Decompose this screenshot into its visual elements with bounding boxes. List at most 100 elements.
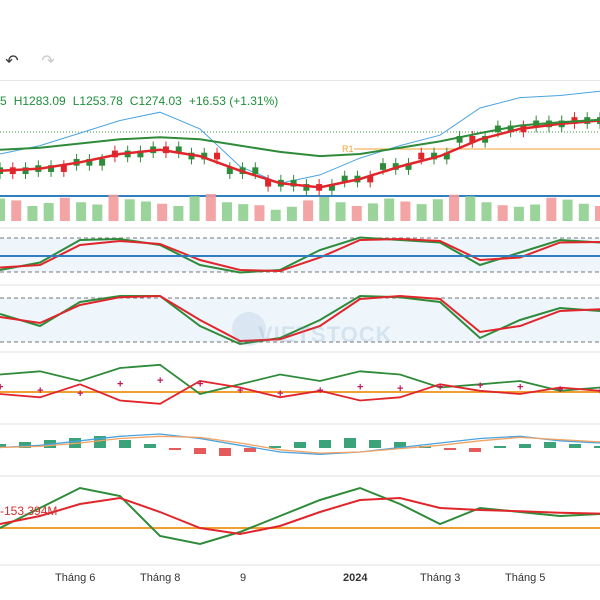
watermark-text: VIETSTOCK [258,322,393,347]
candle-body [379,163,386,170]
volume-bar [384,198,395,221]
macd-histogram-bar [494,446,506,448]
x-tick-label: Tháng 8 [140,572,181,584]
macd-histogram-bar [0,444,6,448]
macd-histogram-bar [294,442,306,448]
macd-histogram-bar [469,448,481,452]
volume-bar [76,202,87,221]
macd-histogram-bar [169,448,181,450]
candle-body [48,165,55,172]
macd-histogram-bar [119,440,131,448]
volume-bar [189,196,200,221]
oscillator-1-d-line [0,237,600,273]
volume-bar [513,206,524,221]
candle-body [99,158,106,166]
adx-marker: + [0,382,3,394]
volume-oscillator-value: -153.394M [0,504,58,518]
adx-marker: + [317,385,323,397]
volume-bar [205,194,216,221]
macd-histogram-bar [194,448,206,454]
adx-marker: + [77,388,83,400]
ohlc-low: L1253.78 [72,94,123,108]
volume-bar [465,196,476,221]
adx-marker: + [117,378,123,390]
volume-bar [59,197,70,221]
volume-bar [481,202,492,221]
volume-bar [157,203,168,221]
candle-body [482,135,489,143]
candle-body [443,152,450,160]
pivot-r1-label: R1 [342,144,354,154]
candle-body [265,179,272,187]
x-tick-label: Tháng 6 [55,572,96,584]
oscillator-2-band [0,298,600,342]
adx-marker: + [397,383,403,395]
undo-icon[interactable]: ↶ [5,53,19,70]
adx-marker: + [357,382,363,394]
redo-icon[interactable]: ↷ [41,53,55,70]
adx-marker: + [597,385,600,397]
x-tick-label: Tháng 5 [505,572,546,584]
candle-body [328,184,335,191]
candle-body [252,167,259,175]
macd-histogram-bar [244,448,256,452]
volume-bar [140,201,151,221]
watermark-logo [232,312,266,346]
ohlc-change: +16.53 (+1.31%) [188,94,279,108]
volume-bar [11,200,22,221]
volume-bar [530,204,541,221]
volume-bar [303,200,314,221]
macd-line [0,433,600,455]
candle-body [431,152,438,160]
adx-marker: + [37,385,43,397]
adx-marker: + [517,382,523,394]
adx-marker: + [437,382,443,394]
candle-body [507,125,514,133]
macd-histogram-bar [444,448,456,450]
macd-histogram-bar [394,442,406,448]
volume-bar [449,194,460,221]
candle-body [418,152,425,160]
candle-body [201,152,208,160]
volume-bar [254,205,265,221]
candle-body [341,175,348,183]
volume-bar [578,203,589,221]
volume-bar [43,203,54,221]
candle-body [188,152,195,160]
dmi-minus-line [0,380,600,405]
volume-bar [270,209,281,221]
ohlc-high: H1283.09 [13,94,66,108]
volume-bar [92,204,103,221]
volume-bar [497,205,508,221]
candle-body [290,179,297,187]
ohlc-readout: 5 H1283.09 L1253.78 C1274.03 +16.53 (+1.31%) [0,94,285,108]
adx-marker: + [237,385,243,397]
volume-bar [595,206,600,221]
candle-body [367,175,374,183]
volume-oscillator-signal-line [0,496,600,536]
volume-bar [367,203,378,221]
x-tick-label: 9 [240,572,247,584]
adx-marker: + [277,388,283,400]
candle-body [137,150,144,158]
volume-oscillator-line [0,486,600,546]
volume-bar [0,198,5,221]
chart-toolbar: ↶ ↷ [0,0,600,81]
candle-body [214,152,221,160]
volume-bar [416,204,427,221]
dmi-plus-line [0,363,600,395]
volume-bar [400,201,411,221]
ohlc-close: C1274.03 [129,94,182,108]
candle-body [175,146,182,154]
candle-body [392,163,399,170]
volume-bar [432,199,443,221]
bollinger-upper-line [0,90,600,184]
volume-bar [351,206,362,221]
macd-histogram-bar [269,446,281,448]
adx-marker: + [197,378,203,390]
candle-body [60,165,67,172]
macd-histogram-bar [569,444,581,448]
volume-bar [27,206,38,221]
ema-short-line [0,119,600,189]
